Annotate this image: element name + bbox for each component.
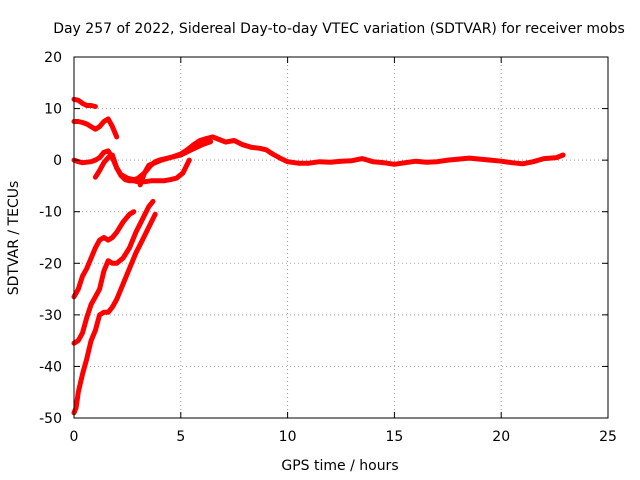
x-tick-label: 0	[70, 429, 79, 445]
x-tick-label: 10	[279, 429, 297, 445]
x-tick-label: 25	[599, 429, 617, 445]
grid	[74, 57, 608, 418]
plot-frame	[73, 56, 609, 419]
x-axis-label: GPS time / hours	[281, 458, 398, 474]
series-line-arc-5	[137, 139, 214, 188]
y-tick-label: -20	[39, 256, 62, 272]
series-line-arc-4	[92, 152, 192, 185]
y-tick-label: -10	[39, 205, 62, 221]
series-line-arc-2	[71, 116, 120, 140]
series-line-arc-3	[71, 134, 566, 183]
y-tick-label: 20	[44, 50, 62, 66]
x-tick-label: 20	[492, 429, 510, 445]
series-line-arc-1	[71, 96, 98, 109]
y-tick-label: -50	[39, 411, 62, 427]
series-group	[71, 96, 566, 416]
x-tick-label: 15	[385, 429, 403, 445]
y-tick-label: -30	[39, 308, 62, 324]
y-tick-label: 10	[44, 102, 62, 118]
chart-title: Day 257 of 2022, Sidereal Day-to-day VTE…	[53, 21, 625, 37]
series-line-arc-6	[71, 209, 137, 300]
y-tick-label: -40	[39, 359, 62, 375]
axes: 0 5 10 15 20 25 20 10 0 -10 -20 -30 -40 -50	[39, 50, 617, 445]
y-axis-label: SDTVAR / TECUs	[6, 181, 22, 296]
series-line-arc-8	[71, 211, 158, 416]
x-tick-label: 5	[176, 429, 185, 445]
y-tick-label: 0	[53, 153, 62, 169]
series-line-arc-7	[71, 198, 156, 346]
